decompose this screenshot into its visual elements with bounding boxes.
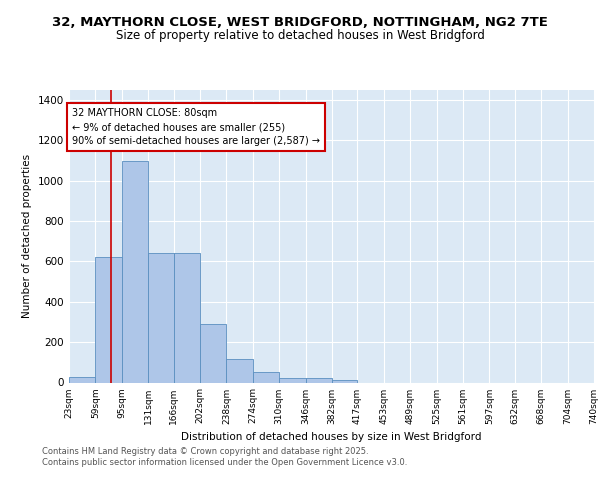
Bar — [174, 254, 200, 382]
Text: 32, MAYTHORN CLOSE, WEST BRIDGFORD, NOTTINGHAM, NG2 7TE: 32, MAYTHORN CLOSE, WEST BRIDGFORD, NOTT… — [52, 16, 548, 29]
Bar — [69, 377, 95, 382]
Bar — [148, 254, 174, 382]
Bar — [200, 324, 226, 382]
Bar — [95, 258, 122, 382]
Bar — [122, 160, 148, 382]
Text: Contains HM Land Registry data © Crown copyright and database right 2025.
Contai: Contains HM Land Registry data © Crown c… — [42, 448, 407, 467]
Bar — [279, 378, 305, 382]
Y-axis label: Number of detached properties: Number of detached properties — [22, 154, 32, 318]
Bar — [253, 372, 279, 382]
Bar — [332, 380, 358, 382]
Bar — [226, 360, 253, 382]
Text: 32 MAYTHORN CLOSE: 80sqm
← 9% of detached houses are smaller (255)
90% of semi-d: 32 MAYTHORN CLOSE: 80sqm ← 9% of detache… — [72, 108, 320, 146]
X-axis label: Distribution of detached houses by size in West Bridgford: Distribution of detached houses by size … — [181, 432, 482, 442]
Text: Size of property relative to detached houses in West Bridgford: Size of property relative to detached ho… — [116, 30, 484, 43]
Bar — [305, 378, 332, 382]
